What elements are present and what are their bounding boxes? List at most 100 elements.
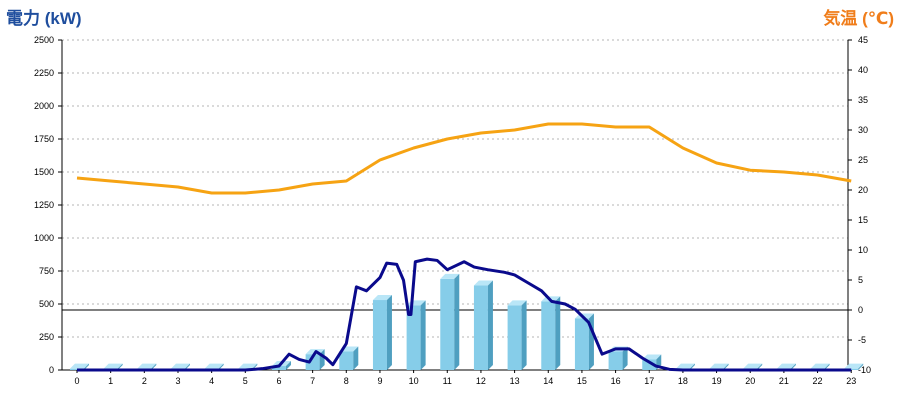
- bar-top: [70, 363, 89, 369]
- x-tick-label: 21: [779, 376, 789, 386]
- right-axis-title: 気温 (℃): [823, 9, 894, 28]
- left-tick-label: 1250: [34, 200, 54, 210]
- bar-side: [555, 296, 561, 370]
- bar-side: [218, 363, 224, 370]
- right-tick-label: 0: [858, 305, 863, 315]
- bar: [541, 296, 561, 370]
- x-tick-label: 12: [476, 376, 486, 386]
- right-tick-label: 45: [858, 35, 868, 45]
- right-tick-label: 15: [858, 215, 868, 225]
- x-tick-label: 18: [678, 376, 688, 386]
- x-tick-label: 4: [209, 376, 214, 386]
- x-tick-label: 9: [377, 376, 382, 386]
- bar-side: [858, 363, 864, 370]
- x-tick-label: 5: [243, 376, 248, 386]
- left-tick-label: 500: [39, 299, 54, 309]
- bar-front: [541, 301, 556, 370]
- right-tick-label: 20: [858, 185, 868, 195]
- x-tick-label: 6: [276, 376, 281, 386]
- bars-layer: [70, 273, 864, 370]
- bar: [574, 313, 594, 370]
- left-tick-label: 2000: [34, 101, 54, 111]
- left-tick-label: 1000: [34, 233, 54, 243]
- bar: [406, 300, 426, 370]
- bar-front: [372, 300, 387, 370]
- left-tick-label: 2500: [34, 35, 54, 45]
- x-tick-label: 22: [813, 376, 823, 386]
- x-tick-label: 19: [712, 376, 722, 386]
- x-tick-label: 10: [409, 376, 419, 386]
- bar-top: [844, 363, 864, 369]
- bar-side: [117, 363, 123, 370]
- labels-layer: 02505007501000125015001750200022502500-1…: [34, 35, 871, 386]
- left-tick-label: 750: [39, 266, 54, 276]
- right-tick-label: 5: [858, 275, 863, 285]
- right-tick-label: 30: [858, 125, 868, 135]
- x-tick-label: 3: [175, 376, 180, 386]
- x-tick-label: 7: [310, 376, 315, 386]
- x-tick-label: 8: [344, 376, 349, 386]
- bar-front: [339, 351, 354, 370]
- x-tick-label: 14: [543, 376, 553, 386]
- bar-top: [473, 280, 493, 286]
- right-tick-label: -5: [858, 335, 866, 345]
- x-tick-label: 1: [108, 376, 113, 386]
- left-tick-label: 250: [39, 332, 54, 342]
- bar-side: [353, 346, 359, 370]
- bar-front: [406, 305, 421, 370]
- bar-top: [709, 363, 729, 369]
- bar-side: [386, 295, 392, 370]
- x-tick-label: 0: [74, 376, 79, 386]
- left-tick-label: 1750: [34, 134, 54, 144]
- bar-top: [675, 363, 695, 369]
- bar-top: [103, 363, 123, 369]
- right-tick-label: 35: [858, 95, 868, 105]
- bar-side: [151, 363, 157, 370]
- bar-side: [622, 346, 628, 370]
- x-tick-label: 23: [846, 376, 856, 386]
- bar-front: [473, 285, 488, 370]
- x-tick-label: 11: [443, 376, 452, 386]
- bar-side: [184, 363, 190, 370]
- grid-layer: [62, 39, 848, 338]
- bar-side: [84, 363, 89, 370]
- bar-side: [521, 300, 527, 370]
- bar-front: [271, 366, 286, 370]
- left-tick-label: 2250: [34, 68, 54, 78]
- bar-front: [642, 359, 657, 370]
- bar-side: [790, 363, 796, 370]
- power-line-layer: [77, 257, 852, 372]
- bar-top: [170, 363, 190, 369]
- x-tick-label: 2: [142, 376, 147, 386]
- x-tick-label: 15: [577, 376, 587, 386]
- bar: [440, 273, 460, 370]
- bar-side: [723, 363, 729, 370]
- bar-top: [204, 363, 224, 369]
- bar: [339, 346, 359, 370]
- bar-side: [689, 363, 695, 370]
- bar-top: [238, 363, 258, 369]
- left-tick-label: 1500: [34, 167, 54, 177]
- left-tick-label: 0: [49, 365, 54, 375]
- bar-side: [285, 361, 291, 370]
- bar-front: [608, 351, 623, 370]
- bar-side: [454, 273, 460, 370]
- bar-front: [507, 305, 522, 370]
- right-tick-label: -10: [858, 365, 871, 375]
- temperature-line: [76, 122, 852, 195]
- x-tick-label: 20: [745, 376, 755, 386]
- x-tick-label: 17: [644, 376, 654, 386]
- x-tick-label: 13: [510, 376, 520, 386]
- bar: [372, 295, 392, 370]
- bar-side: [487, 280, 493, 370]
- left-axis-title: 電力 (kW): [6, 9, 82, 28]
- bar-top: [137, 363, 157, 369]
- bar-top: [507, 300, 527, 306]
- power-line: [77, 257, 852, 372]
- bar-top: [743, 363, 763, 369]
- bar-side: [824, 363, 830, 370]
- right-tick-label: 25: [858, 155, 868, 165]
- bar: [507, 300, 527, 370]
- bar-front: [574, 318, 589, 370]
